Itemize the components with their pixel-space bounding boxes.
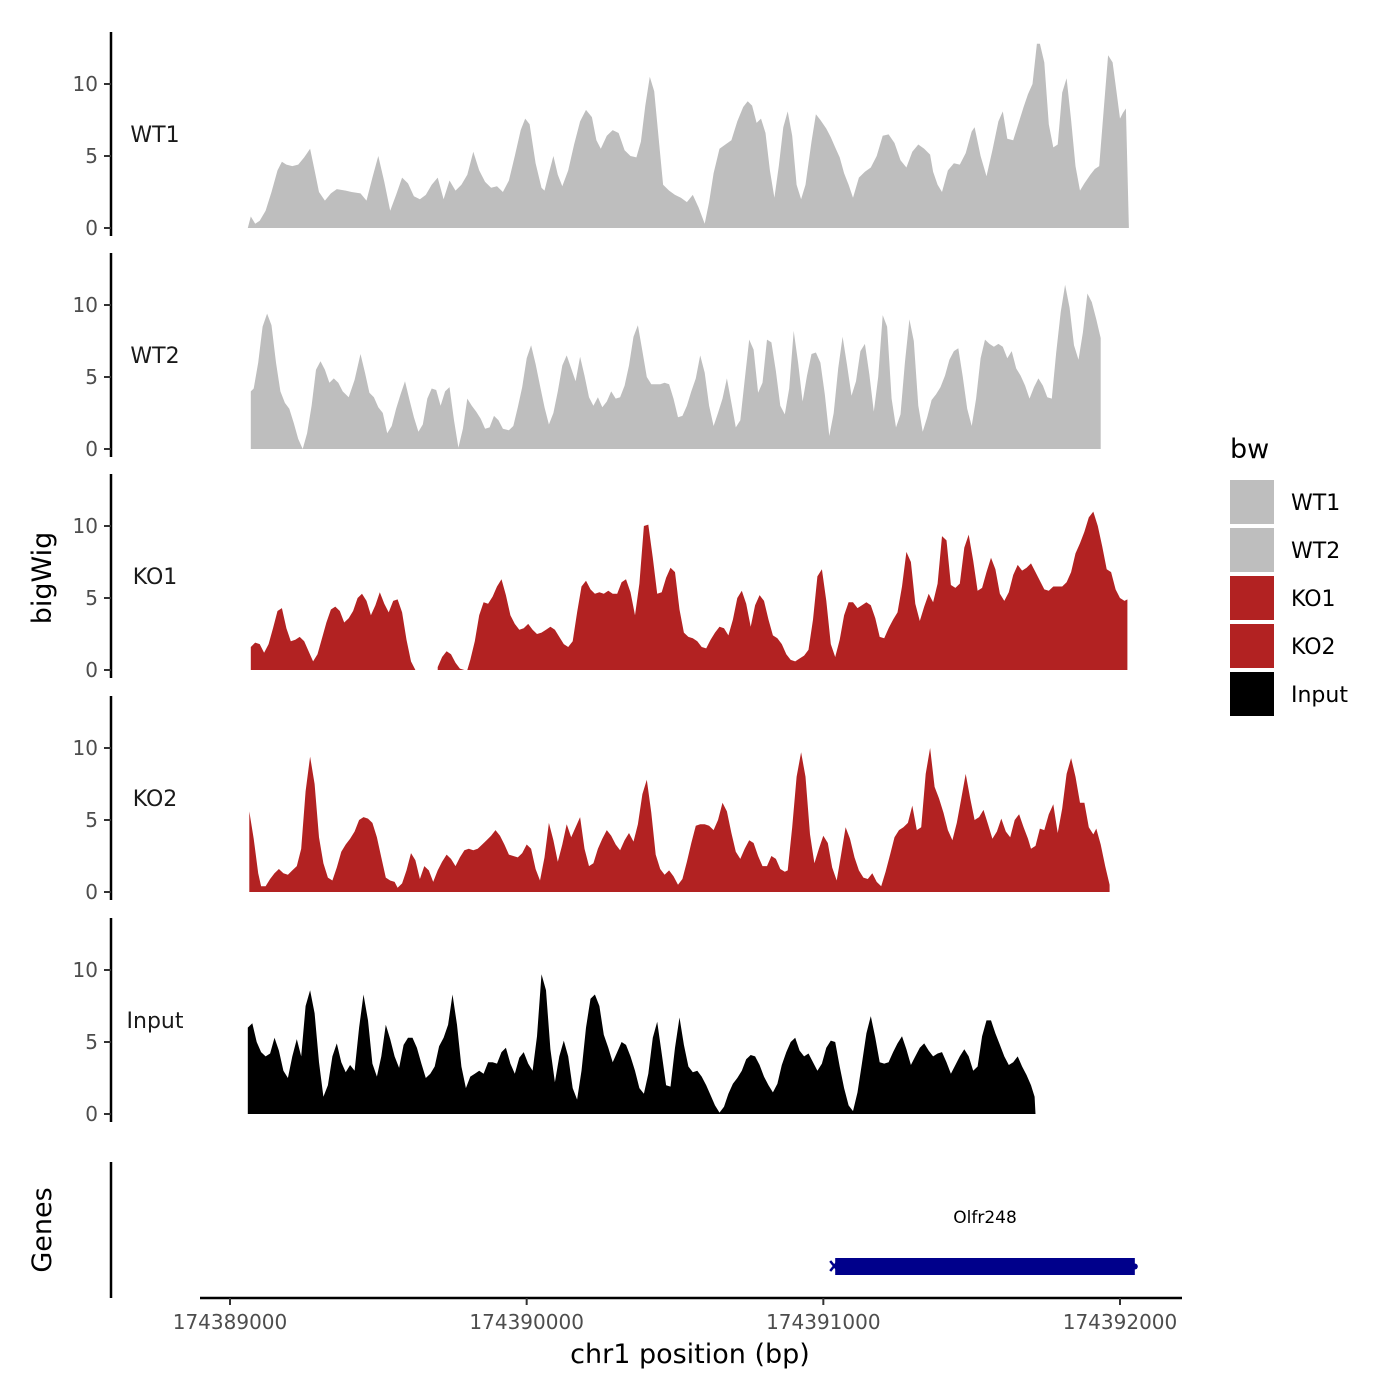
legend-item-ko1: KO1 [1230, 576, 1336, 620]
legend-key-wt2 [1230, 528, 1274, 572]
legend-key-wt1 [1230, 480, 1274, 524]
legend-key-ko1 [1230, 576, 1274, 620]
x-tick-label-174392000: 174392000 [1063, 1310, 1178, 1334]
legend-label-ko2: KO2 [1291, 635, 1336, 660]
area-ko2 [249, 748, 1110, 892]
legend-label-input: Input [1291, 683, 1348, 708]
y-tick-label-input-0: 0 [85, 1102, 98, 1126]
x-tick-label-174389000: 174389000 [173, 1310, 288, 1334]
legend-key-input [1230, 672, 1274, 716]
gene-end-marker [1131, 1263, 1138, 1270]
genes: Olfr248 [829, 1208, 1138, 1275]
track-label-input: Input [127, 1009, 184, 1034]
y-tick-label-input-5: 5 [85, 1030, 98, 1054]
y-tick-label-wt1-10: 10 [73, 72, 98, 96]
legend-item-wt2: WT2 [1230, 528, 1340, 572]
legend-item-input: Input [1230, 672, 1348, 716]
y-axis-title: bigWig [27, 532, 58, 625]
legend-label-ko1: KO1 [1291, 587, 1336, 612]
track-wt2: 0 5 10 WT2 [73, 253, 1101, 461]
legend: bw WT1 WT2 KO1 KO2 Input [1230, 434, 1348, 716]
gene-strand-marker [829, 1260, 840, 1272]
track-ko2: 0 5 10 KO2 [73, 696, 1110, 904]
legend-label-wt2: WT2 [1291, 539, 1340, 564]
legend-item-wt1: WT1 [1230, 480, 1340, 524]
signal-tracks: 0 5 10 WT1 0 5 10 WT2 0 5 10 KO1 0 5 10 KO2 0 5 10 Input [73, 32, 1129, 1126]
track-label-ko1: KO1 [133, 565, 178, 590]
y-tick-label-ko2-10: 10 [73, 736, 98, 760]
track-ko1: 0 5 10 KO1 [73, 474, 1128, 682]
track-label-wt1: WT1 [130, 123, 179, 148]
y-tick-label-wt1-0: 0 [85, 216, 98, 240]
area-wt2 [250, 284, 1101, 449]
area-ko1 [250, 511, 1128, 670]
gene-olfr248: Olfr248 [829, 1208, 1138, 1275]
y-tick-label-ko1-10: 10 [73, 514, 98, 538]
track-input: 0 5 10 Input [73, 918, 1036, 1126]
y-tick-label-ko2-5: 5 [85, 808, 98, 832]
y-tick-label-ko2-0: 0 [85, 880, 98, 904]
x-tick-label-174390000: 174390000 [469, 1310, 584, 1334]
track-label-wt2: WT2 [130, 344, 179, 369]
x-axis-title: chr1 position (bp) [570, 1339, 810, 1370]
genes-panel: Genes Olfr248 [27, 1162, 1138, 1298]
y-tick-label-ko1-0: 0 [85, 658, 98, 682]
area-wt1 [247, 43, 1129, 229]
legend-title: bw [1230, 434, 1269, 465]
x-axis: chr1 position (bp) 174389000 174390000 174… [173, 1296, 1182, 1370]
genes-axis-title: Genes [27, 1187, 58, 1272]
gene-body-olfr248 [835, 1258, 1135, 1275]
y-tick-label-wt2-0: 0 [85, 437, 98, 461]
y-tick-label-wt1-5: 5 [85, 144, 98, 168]
legend-item-ko2: KO2 [1230, 624, 1336, 668]
y-tick-label-wt2-5: 5 [85, 365, 98, 389]
track-label-ko2: KO2 [133, 787, 178, 812]
gene-label-olfr248: Olfr248 [953, 1208, 1017, 1228]
track-wt1: 0 5 10 WT1 [73, 32, 1129, 240]
y-tick-label-ko1-5: 5 [85, 586, 98, 610]
area-input [247, 974, 1036, 1114]
y-tick-label-wt2-10: 10 [73, 293, 98, 317]
y-tick-label-input-10: 10 [73, 958, 98, 982]
legend-label-wt1: WT1 [1291, 491, 1340, 516]
x-tick-label-174391000: 174391000 [766, 1310, 881, 1334]
legend-key-ko2 [1230, 624, 1274, 668]
